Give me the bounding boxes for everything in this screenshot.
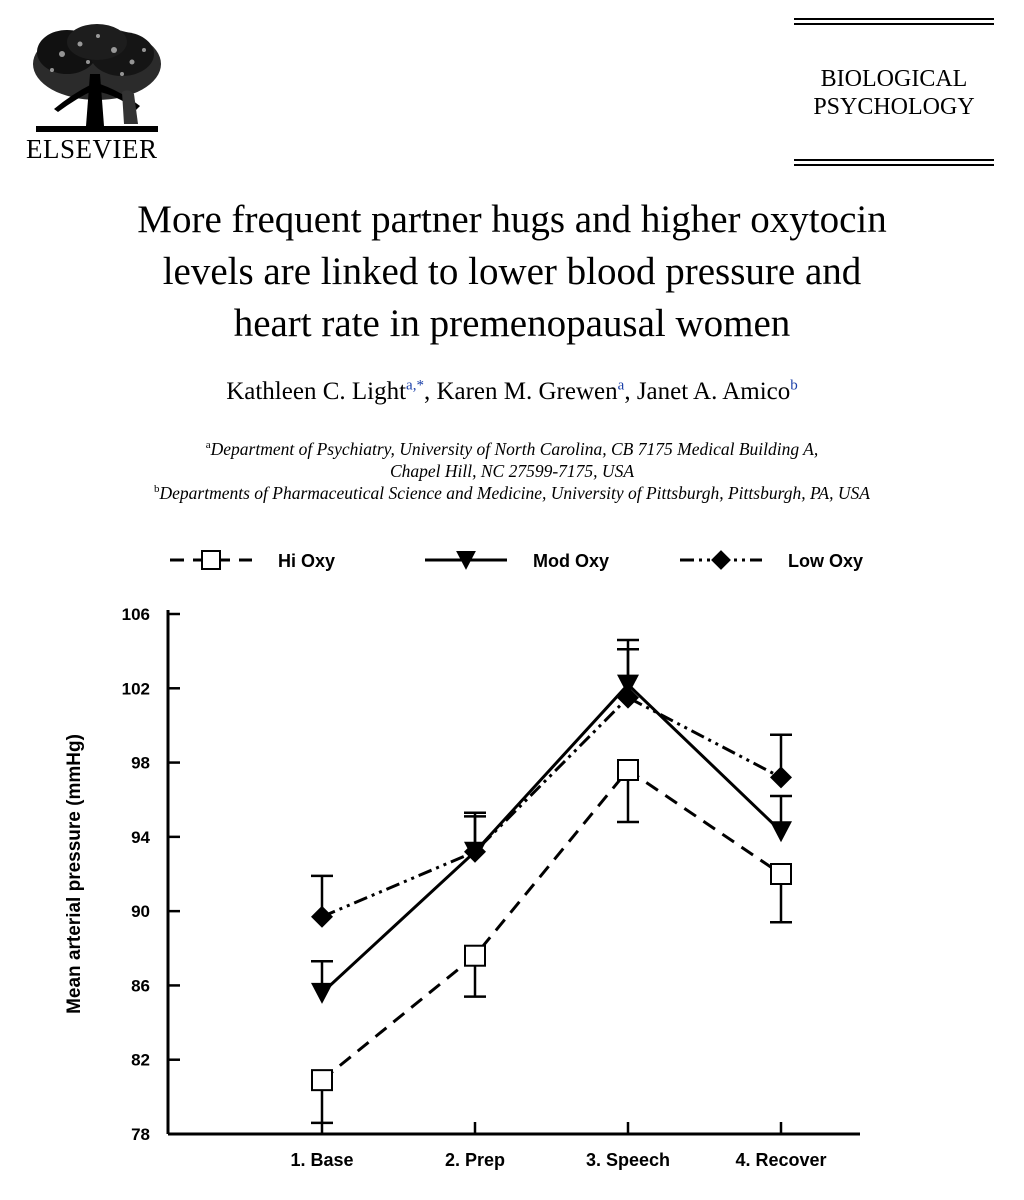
y-tick-label: 86	[131, 976, 150, 995]
title-line-3: heart rate in premenopausal women	[233, 302, 791, 345]
affiliation-a-continued: Chapel Hill, NC 27599-7175, USA	[389, 461, 635, 481]
hi-oxy-data-point	[770, 863, 792, 885]
author-name: Karen M. Grewen	[436, 378, 618, 405]
hi-oxy-data-point	[617, 759, 639, 781]
low-oxy-data-point	[464, 840, 486, 863]
author-affiliation-link[interactable]: b	[790, 377, 798, 394]
hi-oxy-legend-marker	[201, 550, 221, 570]
low-oxy-data-point	[311, 905, 333, 928]
low-oxy-legend-marker	[711, 550, 731, 570]
hi-oxy-series-line	[321, 767, 782, 1082]
mod-oxy-series-line	[320, 682, 783, 994]
mod-oxy-legend-marker	[456, 551, 476, 570]
author-separator: ,	[624, 378, 637, 405]
y-axis-label: Mean arterial pressure (mmHg)	[64, 734, 85, 1014]
y-tick-label: 78	[131, 1125, 150, 1144]
y-tick-label: 90	[131, 902, 150, 921]
article-title: More frequent partner hugs and higher ox…	[20, 194, 1004, 350]
affiliation-a: aDepartment of Psychiatry, University of…	[0, 438, 1024, 460]
author-separator: ,	[423, 378, 437, 405]
bottom-double-rule	[794, 159, 994, 166]
title-line-1: More frequent partner hugs and higher ox…	[137, 198, 887, 241]
affiliation-marker: a	[205, 439, 211, 452]
y-tick-label: 102	[122, 679, 150, 698]
hi-oxy-legend-label: Hi Oxy	[278, 551, 335, 571]
affiliation-text: Departments of Pharmaceutical Science an…	[159, 483, 870, 503]
low-oxy-data-point	[617, 686, 639, 709]
low-oxy-data-point	[770, 766, 792, 789]
mean-arterial-pressure-chart: 78 82 86 90 94 98 102 106 1. Base 2. Prep 3. Speec…	[64, 550, 863, 1170]
author-name: Kathleen C. Light	[226, 378, 407, 405]
hi-oxy-data-point	[464, 944, 486, 967]
journal-name: BIOLOGICAL PSYCHOLOGY	[794, 25, 994, 159]
y-tick-label: 82	[131, 1051, 150, 1070]
low-oxy-series-line	[321, 695, 782, 919]
title-line-2: levels are linked to lower blood pressur…	[162, 250, 862, 293]
author-affiliation-link[interactable]: a,*	[406, 377, 424, 394]
top-double-rule	[794, 18, 994, 25]
journal-name-line1: BIOLOGICAL	[820, 66, 968, 92]
author-affiliation-link[interactable]: a	[617, 377, 625, 394]
mod-oxy-data-point	[311, 982, 333, 1004]
y-tick-label: 98	[131, 754, 150, 773]
affiliation-b: bDepartments of Pharmaceutical Science a…	[0, 482, 1024, 504]
x-tick-label: 3. Speech	[586, 1150, 670, 1170]
x-tick-label: 1. Base	[290, 1150, 353, 1170]
x-tick-label: 4. Recover	[735, 1150, 826, 1170]
affiliation-text: Department of Psychiatry, University of …	[210, 439, 819, 459]
x-tick-label: 2. Prep	[445, 1150, 505, 1170]
y-tick-label: 94	[131, 828, 150, 847]
affiliations: aDepartment of Psychiatry, University of…	[0, 438, 1024, 504]
low-oxy-legend-label: Low Oxy	[788, 551, 863, 571]
publisher-name: ELSEVIER	[26, 134, 158, 164]
hi-oxy-data-point	[311, 1069, 333, 1092]
affiliation-marker: b	[154, 483, 160, 496]
author-name: Janet A. Amico	[636, 378, 791, 405]
elsevier-tree-logo	[33, 24, 161, 132]
mod-oxy-legend-label: Mod Oxy	[533, 551, 609, 571]
journal-name-line2: PSYCHOLOGY	[813, 94, 975, 120]
author-list: Kathleen C. Lighta,*, Karen M. Grewena, …	[0, 378, 1024, 406]
y-tick-label: 106	[122, 605, 150, 624]
mod-oxy-data-point	[770, 821, 792, 843]
journal-masthead: BIOLOGICAL PSYCHOLOGY	[794, 18, 994, 166]
